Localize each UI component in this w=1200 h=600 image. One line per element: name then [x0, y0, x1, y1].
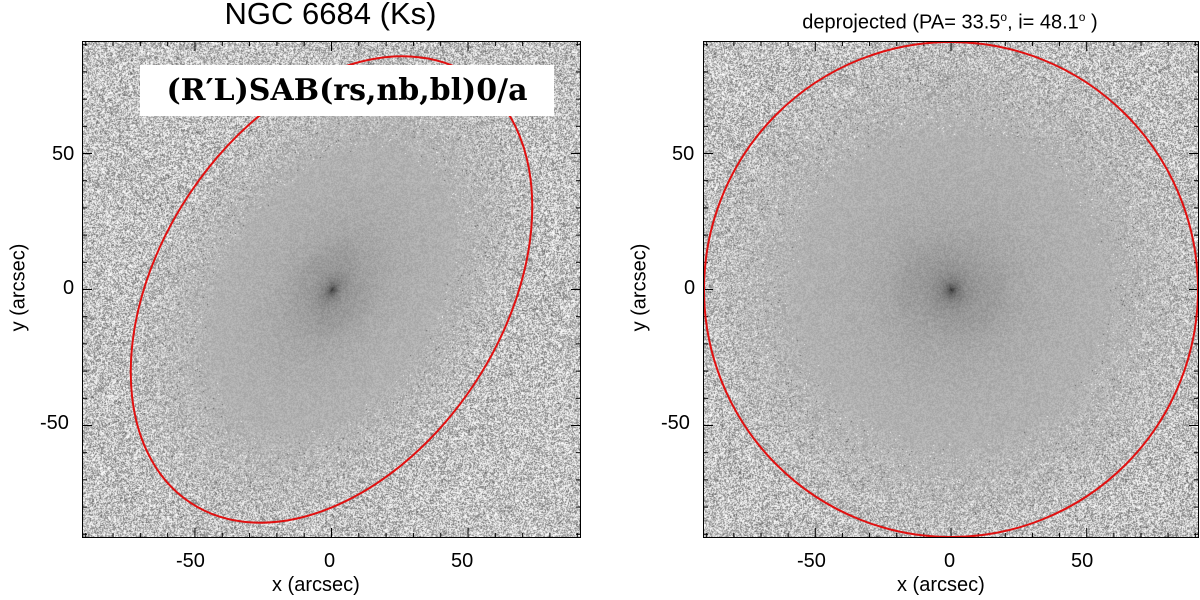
left-x-tick-50: 50	[451, 550, 474, 572]
right-galaxy-image	[703, 41, 1199, 538]
right-title-degree-1: o	[1000, 10, 1008, 24]
left-y-axis-label: y (arcsec)	[7, 243, 30, 332]
left-y-tick-neg50: -50	[40, 412, 69, 434]
left-galaxy-canvas	[83, 42, 580, 537]
right-x-tick-50: 50	[1071, 550, 1094, 572]
left-y-tick-50: 50	[52, 143, 75, 165]
right-x-tick-0: 0	[944, 550, 956, 572]
right-title-suffix: )	[1085, 11, 1098, 34]
disk-outline-ellipse	[704, 42, 1198, 537]
right-x-axis-label: x (arcsec)	[897, 574, 985, 596]
right-galaxy-canvas	[704, 42, 1198, 537]
right-y-tick-neg50: -50	[661, 412, 690, 434]
right-overlay	[704, 42, 1198, 537]
left-x-tick-0: 0	[324, 550, 336, 572]
right-y-axis-label: y (arcsec)	[628, 243, 651, 332]
right-panel-title: deprojected (PA= 33.5o, i= 48.1o )	[703, 10, 1197, 35]
left-y-tick-0: 0	[63, 277, 75, 299]
right-x-tick-neg50: -50	[797, 550, 826, 572]
left-panel-title: NGC 6684 (Ks)	[224, 0, 437, 31]
left-overlay	[83, 42, 580, 537]
left-galaxy-image: (R′L)SAB(rs,nb,bl)0/a	[82, 41, 581, 538]
right-y-tick-0: 0	[684, 277, 696, 299]
right-title-prefix: deprojected (PA= 33.5	[802, 11, 1001, 34]
right-title-mid: , i= 48.1	[1007, 11, 1079, 34]
morphology-label: (R′L)SAB(rs,nb,bl)0/a	[140, 65, 554, 116]
disk-outline-ellipse	[129, 55, 534, 524]
right-y-tick-50: 50	[672, 143, 695, 165]
left-x-tick-neg50: -50	[176, 550, 205, 572]
left-x-axis-label: x (arcsec)	[272, 574, 360, 596]
right-title-degree-2: o	[1078, 10, 1086, 24]
